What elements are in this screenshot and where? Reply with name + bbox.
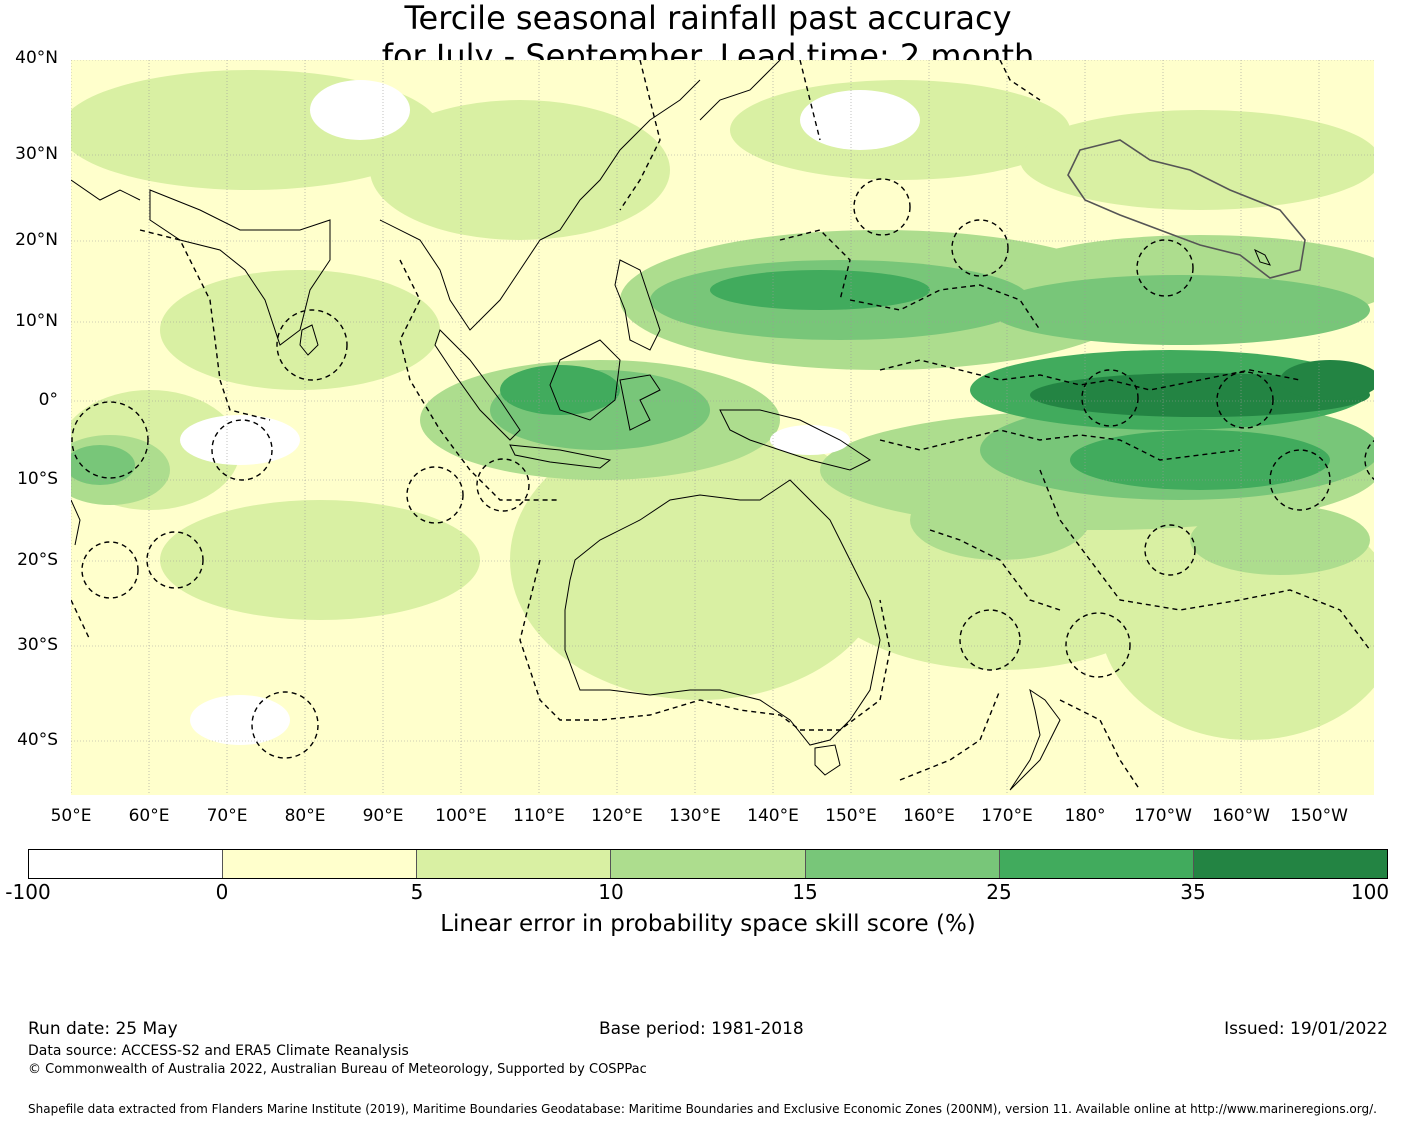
lat-label: 10°S [17,469,58,489]
skill-region-negative [180,80,920,745]
lon-label: 90°E [362,806,404,826]
lat-label: 10°N [15,311,58,331]
philippines-coastline [614,259,661,351]
lat-label: 20°S [17,550,58,570]
data-source: Data source: ACCESS-S2 and ERA5 Climate … [28,1043,409,1059]
lon-label: 170°W [1134,806,1192,826]
colorbar-segment [29,850,224,878]
lat-label: 0° [38,390,58,410]
copyright: © Commonwealth of Australia 2022, Austra… [28,1062,647,1077]
colorbar-segment [611,850,806,878]
arabia-coastline [71,179,141,201]
lat-label: 20°N [15,230,58,250]
lon-label: 140°E [747,806,799,826]
hawaii-eez-boundary [1067,139,1306,279]
lon-label: 110°E [513,806,565,826]
run-date: Run date: 25 May [28,1019,178,1039]
colorbar-segment [417,850,612,878]
sri-lanka-coastline [299,324,319,356]
coastlines [71,60,1271,791]
lon-label: 60°E [128,806,170,826]
colorbar-tick: 15 [792,880,818,904]
lat-label: 30°S [17,635,58,655]
skill-region-highest [1030,360,1374,417]
lat-label: 40°S [17,730,58,750]
lon-label: 70°E [206,806,248,826]
colorbar-label: Linear error in probability space skill … [440,911,976,937]
sulawesi-coastline [619,374,661,431]
australia-coastline [564,479,881,746]
lon-label: 80°E [284,806,326,826]
colorbar-tick: 0 [215,880,229,904]
base-period: Base period: 1981-2018 [599,1019,804,1039]
lon-label: 160°W [1212,806,1270,826]
lon-label: 150°E [825,806,877,826]
india-coastline [149,189,331,346]
colorbar-segment [805,850,1000,878]
hawaii-coastline [1254,248,1271,266]
japan-coastline [699,60,781,121]
lat-label: 40°N [15,48,58,68]
colorbar-tick: -100 [5,880,51,904]
colorbar-tick: 35 [1180,880,1206,904]
colorbar-tick: 100 [1350,880,1390,904]
lon-label: 120°E [591,806,643,826]
new-guinea-coastline [719,409,871,471]
colorbar-tick: 25 [986,880,1012,904]
lon-label: 100°E [435,806,487,826]
colorbar-segment [223,850,418,878]
colorbar-segment [1193,850,1387,878]
lon-label: 130°E [669,806,721,826]
map-title-line1: Tercile seasonal rainfall past accuracy [404,0,1012,37]
shapefile-credit: Shapefile data extracted from Flanders M… [28,1102,1377,1116]
skill-score-map [71,60,1374,795]
lon-label: 180° [1064,806,1106,826]
colorbar-tick: 10 [598,880,624,904]
issued-date: Issued: 19/01/2022 [1224,1019,1388,1039]
lon-label: 160°E [903,806,955,826]
lon-label: 170°E [981,806,1033,826]
lon-label: 50°E [50,806,92,826]
sumatra-coastline [434,329,521,441]
map-gridlines [71,60,1374,795]
tasmania-coastline [814,744,841,776]
borneo-coastline [549,339,621,421]
lat-label: 30°N [15,144,58,164]
se-asia-coastline [379,79,701,331]
maritime-boundaries [71,60,1374,791]
colorbar-segment [999,850,1194,878]
new-zealand-coastline [1009,688,1061,791]
madagascar-coastline [71,499,81,546]
lon-label: 150°W [1290,806,1348,826]
colorbar-tick: 5 [410,880,424,904]
colorbar [28,849,1388,879]
java-coastline [509,444,612,469]
